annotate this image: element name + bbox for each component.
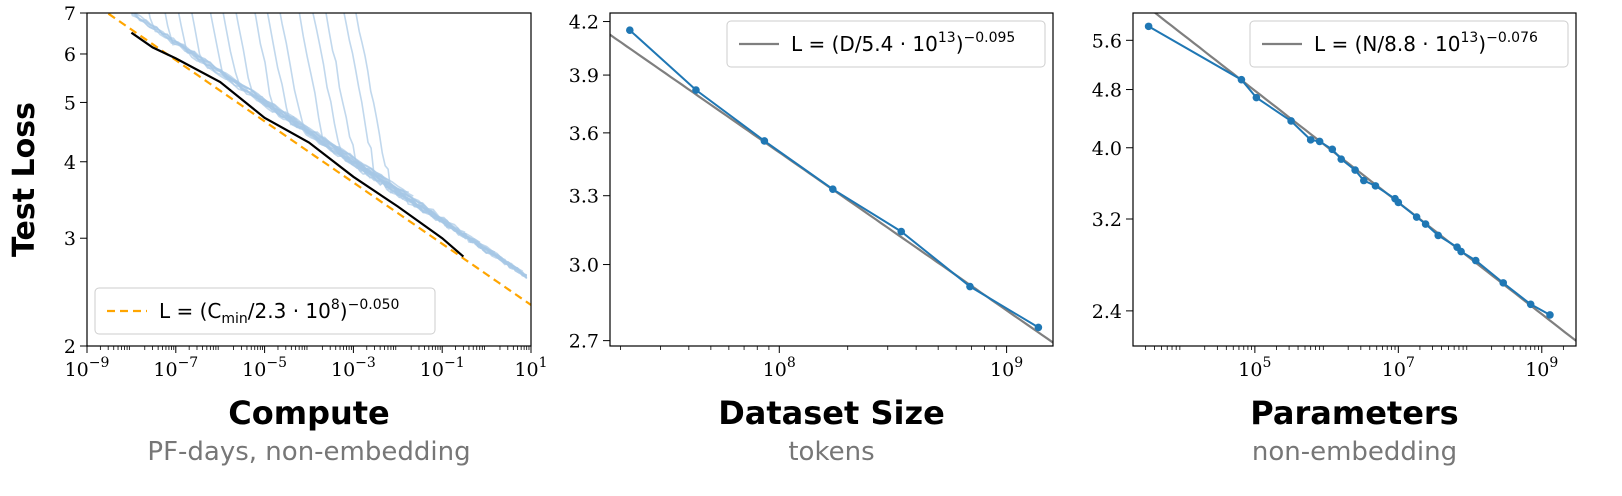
x-axis-sublabel: tokens — [788, 437, 874, 467]
training-curve — [209, 13, 524, 272]
data-point — [1371, 182, 1380, 190]
data-point — [1315, 137, 1324, 146]
data-point — [1394, 198, 1403, 207]
y-tick-label: 3.3 — [569, 186, 599, 208]
data-point — [1351, 166, 1359, 174]
data-point — [626, 26, 634, 34]
training-curve — [222, 13, 528, 279]
data-point — [1144, 22, 1153, 31]
x-tick-label: 10−7 — [153, 355, 198, 381]
legend-label: L = (Cmin/2.3 · 108)−0.050 — [159, 297, 399, 327]
data-point — [692, 86, 700, 94]
training-curve — [312, 13, 528, 279]
data-point — [1412, 213, 1421, 221]
data-point — [1471, 256, 1480, 265]
x-axis-label: Dataset Size — [718, 394, 945, 432]
y-tick-label: 3.6 — [569, 123, 599, 145]
data-point — [1252, 93, 1261, 102]
training-curve — [325, 13, 527, 277]
x-tick-label: 107 — [1382, 355, 1415, 381]
y-tick-label: 2 — [64, 336, 76, 358]
legend-box — [1249, 20, 1569, 68]
legend: L = (N/8.8 · 1013)−0.076 — [1249, 20, 1569, 68]
y-tick-label: 5 — [64, 92, 76, 114]
data-point — [1421, 220, 1430, 228]
x-tick-label: 10−9 — [65, 355, 110, 381]
data-point — [1499, 279, 1508, 287]
axes-frame — [1132, 12, 1577, 347]
data-point — [1359, 176, 1368, 185]
legend-label: L = (N/8.8 · 1013)−0.076 — [1314, 30, 1538, 56]
x-tick-label: 10−3 — [331, 355, 376, 381]
legend-label: L = (D/5.4 · 1013)−0.095 — [791, 30, 1015, 56]
y-tick-label: 2.7 — [569, 331, 599, 353]
training-curve — [254, 13, 528, 276]
compute-frontier — [130, 31, 465, 258]
data-point — [760, 137, 769, 145]
legend: L = (D/5.4 · 1013)−0.095 — [726, 20, 1046, 68]
y-tick-label: 3.2 — [1092, 209, 1122, 231]
training-curve — [164, 13, 481, 243]
training-curve — [148, 13, 466, 234]
y-axis-label: Test Loss — [7, 102, 42, 257]
y-tick-label: 5.6 — [1092, 30, 1122, 52]
legend: L = (Cmin/2.3 · 108)−0.050 — [94, 287, 436, 335]
y-tick-label: 4 — [64, 152, 76, 174]
x-tick-label: 108 — [763, 355, 796, 381]
x-tick-label: 10−5 — [242, 355, 287, 381]
y-tick-label: 2.4 — [1092, 301, 1122, 323]
x-axis-label: Compute — [228, 394, 390, 432]
x-tick-label: 109 — [1525, 355, 1558, 381]
data-series-line — [1148, 25, 1551, 316]
y-tick-label: 4.0 — [1092, 138, 1122, 160]
data-point — [1287, 117, 1295, 125]
plot-area — [1144, 13, 1576, 342]
data-point — [1237, 75, 1246, 84]
x-tick-label: 109 — [990, 355, 1023, 381]
training-curve — [355, 13, 528, 277]
y-tick-label: 7 — [64, 3, 76, 25]
y-tick-label: 4.8 — [1092, 80, 1122, 102]
y-tick-label: 3.9 — [569, 65, 599, 87]
data-point — [1337, 155, 1346, 163]
data-point — [1457, 247, 1465, 256]
panel-1: 10−9 10−7 10−5 10−3 10−1 101 2 3 4 5 6 7 Test Loss Co… — [7, 3, 548, 467]
panel-2: 108 109 2.7 3.0 3.3 3.6 3.9 4.2 Dataset Size toke… — [569, 12, 1054, 467]
panel-3: 105 107 109 2.4 3.2 4.0 4.8 5.6 Parameters non-em… — [1092, 12, 1577, 467]
legend-box — [726, 20, 1046, 68]
data-series-line — [629, 29, 1039, 329]
data-point — [1526, 300, 1535, 309]
x-tick-label: 105 — [1238, 355, 1271, 381]
axes-frame — [609, 12, 1054, 347]
plot-area — [610, 26, 1053, 344]
plot-area — [105, 13, 531, 306]
data-point — [1546, 311, 1554, 319]
data-point — [1328, 145, 1337, 154]
training-curve — [279, 13, 527, 277]
x-tick-label: 101 — [514, 355, 547, 381]
y-tick-label: 6 — [64, 44, 76, 66]
axes-frame — [86, 12, 532, 347]
data-point — [1306, 136, 1315, 144]
data-point — [966, 282, 974, 291]
training-curve — [191, 13, 503, 260]
x-axis-sublabel: non-embedding — [1252, 437, 1457, 467]
data-point — [1034, 323, 1043, 332]
y-tick-label: 3 — [64, 228, 76, 250]
y-tick-label: 3.0 — [569, 255, 599, 277]
x-tick-label: 10−1 — [420, 355, 465, 381]
data-point — [829, 185, 837, 193]
data-point — [1434, 231, 1443, 240]
fit-line — [105, 13, 531, 306]
x-axis-label: Parameters — [1250, 394, 1458, 432]
y-tick-label: 4.2 — [569, 12, 599, 34]
x-axis-sublabel: PF-days, non-embedding — [147, 437, 470, 467]
legend-box — [94, 287, 436, 335]
data-point — [897, 227, 906, 236]
